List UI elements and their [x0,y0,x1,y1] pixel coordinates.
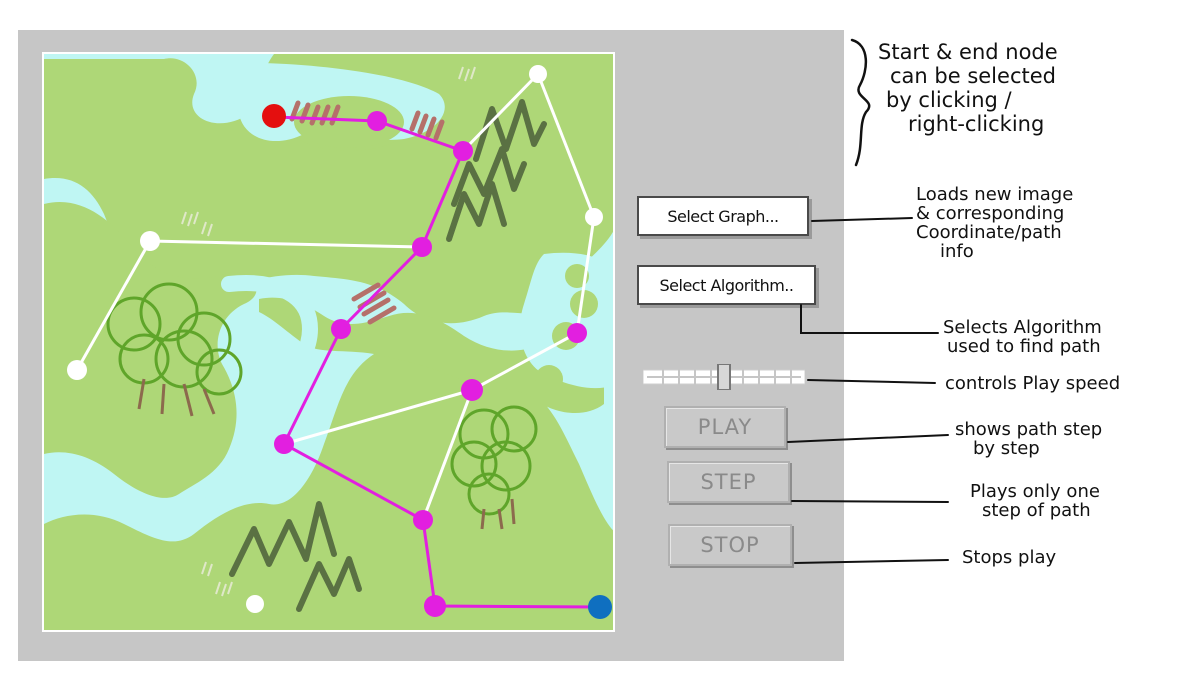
mountains-north [446,99,547,242]
path-node[interactable] [461,379,483,401]
path-node[interactable] [424,595,446,617]
note-line: by step [973,438,1040,459]
note-line: can be selected [890,64,1056,88]
path-node[interactable] [412,237,432,257]
stop-button[interactable]: STOP [668,524,792,566]
note-line: right-clicking [908,112,1045,136]
select-algorithm-button[interactable]: Select Algorithm.. [637,265,816,305]
note-line: Stops play [962,547,1057,568]
note-line: by clicking / [886,88,1012,112]
slider-thumb[interactable] [717,364,731,390]
node-end[interactable] [588,595,612,619]
note-line: & corresponding [916,203,1065,224]
note-line: Coordinate/path [916,222,1062,243]
note-line: shows path step [955,419,1103,440]
brace-bracket [850,38,871,167]
note-select-nodes: Start & end node can be selected by clic… [878,40,1058,136]
step-button[interactable]: STEP [667,461,790,503]
graph-nodes[interactable] [67,65,612,619]
lake-east [520,252,613,389]
graph-node[interactable] [246,595,264,613]
bridges [289,100,445,325]
note-speed: controls Play speed [945,374,1120,393]
graph-node[interactable] [67,360,87,380]
map-canvas[interactable] [42,52,615,632]
path-node[interactable] [331,319,351,339]
forest-south-east [450,405,538,516]
note-line: controls Play speed [945,373,1121,394]
map-image [44,54,613,630]
graph-edges [75,72,596,521]
tree-trunks-west [137,378,216,417]
river [196,275,318,522]
land-north-east [44,54,613,324]
note-line: Start & end node [878,40,1058,64]
note-select-graph: Loads new image & corresponding Coordina… [916,185,1073,261]
note-line: Plays only one [970,481,1100,502]
note-line: Loads new image [916,184,1074,205]
note-line: step of path [982,500,1091,521]
play-button[interactable]: PLAY [664,406,786,448]
note-line: Selects Algorithm [943,317,1102,338]
note-line: used to find path [947,336,1101,357]
note-step: Plays only one step of path [970,482,1100,520]
graph-node[interactable] [529,65,547,83]
land-south [44,347,613,630]
path-node[interactable] [413,510,433,530]
path-node[interactable] [453,141,473,161]
graph-node[interactable] [140,231,160,251]
path-node[interactable] [367,111,387,131]
islet-north [294,96,404,148]
speed-slider[interactable] [643,364,805,390]
node-start[interactable] [262,104,286,128]
note-play: shows path step by step [955,420,1102,458]
grass-tufts [181,66,476,597]
islet-east-2 [570,290,598,318]
graph-node[interactable] [585,208,603,226]
path-node[interactable] [567,323,587,343]
note-stop: Stops play [962,548,1056,567]
note-line: info [940,241,974,262]
mountains-south [229,501,362,612]
path-node[interactable] [274,434,294,454]
tree-trunks-south-east [480,498,516,530]
islet-east-4 [535,365,563,393]
land-west [44,202,257,498]
select-graph-button[interactable]: Select Graph... [637,196,809,236]
note-select-algorithm: Selects Algorithm used to find path [943,318,1102,356]
